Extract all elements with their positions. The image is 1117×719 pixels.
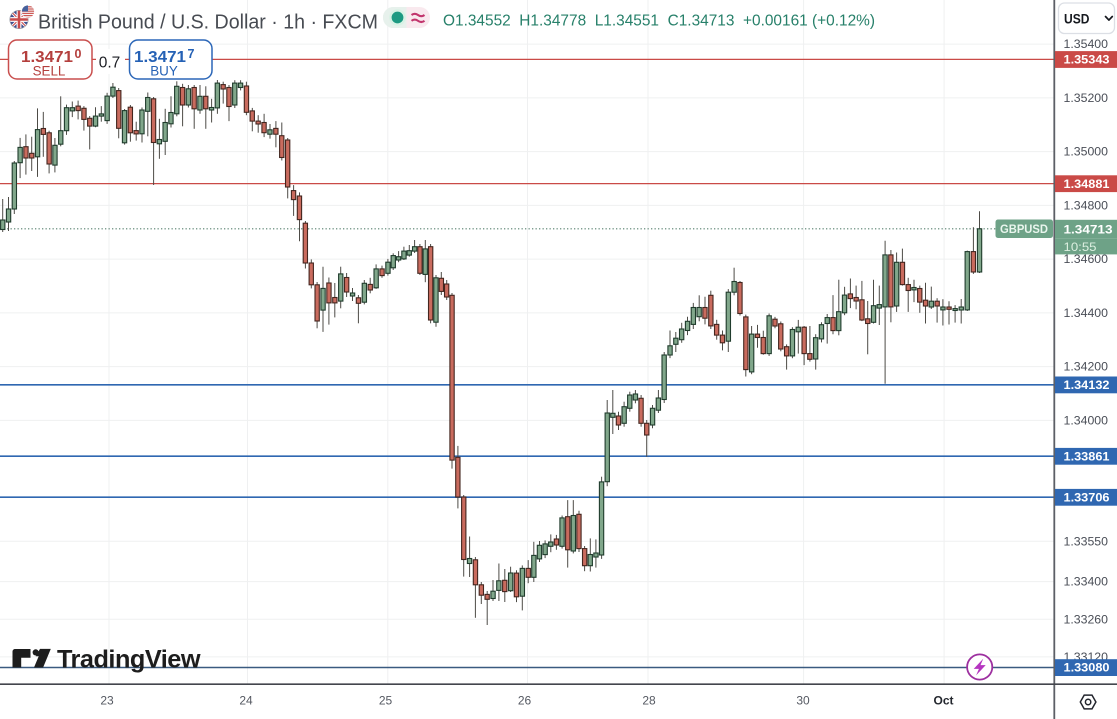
svg-text:0: 0 bbox=[75, 47, 82, 61]
svg-text:28: 28 bbox=[642, 694, 656, 708]
svg-text:BUY: BUY bbox=[150, 64, 178, 79]
svg-text:1.35200: 1.35200 bbox=[1064, 91, 1109, 105]
svg-text:7: 7 bbox=[188, 47, 195, 61]
svg-text:TradingView: TradingView bbox=[57, 645, 201, 673]
svg-text:SELL: SELL bbox=[33, 64, 66, 79]
svg-text:1.33400: 1.33400 bbox=[1064, 575, 1109, 589]
svg-text:0.7: 0.7 bbox=[99, 55, 121, 72]
svg-text:1.33080: 1.33080 bbox=[1064, 663, 1110, 675]
svg-text:1.34713: 1.34713 bbox=[1064, 222, 1113, 236]
svg-text:1.34400: 1.34400 bbox=[1064, 306, 1109, 320]
svg-text:1.34600: 1.34600 bbox=[1064, 252, 1109, 266]
svg-text:24: 24 bbox=[239, 694, 253, 708]
svg-text:1.33861: 1.33861 bbox=[1064, 451, 1111, 463]
svg-text:1.3471: 1.3471 bbox=[21, 49, 73, 66]
svg-text:1.35000: 1.35000 bbox=[1064, 145, 1109, 159]
svg-text:1.34800: 1.34800 bbox=[1064, 199, 1109, 213]
svg-text:1.34881: 1.34881 bbox=[1064, 179, 1111, 191]
svg-text:Oct: Oct bbox=[933, 694, 953, 708]
svg-text:25: 25 bbox=[379, 694, 393, 708]
svg-text:British Pound / U.S. Dollar ·: British Pound / U.S. Dollar · 1h · FXCM bbox=[38, 12, 378, 34]
svg-text:GBPUSD: GBPUSD bbox=[1000, 224, 1048, 236]
svg-text:1.33550: 1.33550 bbox=[1064, 534, 1109, 548]
svg-text:1.34200: 1.34200 bbox=[1064, 360, 1109, 374]
svg-text:1.33706: 1.33706 bbox=[1064, 492, 1110, 504]
svg-text:USD: USD bbox=[1064, 11, 1090, 26]
svg-text:26: 26 bbox=[518, 694, 532, 708]
svg-text:1.33260: 1.33260 bbox=[1064, 612, 1109, 626]
svg-text:23: 23 bbox=[100, 694, 114, 708]
svg-text:1.35400: 1.35400 bbox=[1064, 37, 1109, 51]
svg-text:O1.34552 H1.34778 L1.34551: O1.34552 H1.34778 L1.34551 C1.34713 +0.0… bbox=[443, 12, 875, 29]
svg-text:1.35343: 1.35343 bbox=[1064, 55, 1110, 67]
svg-text:30: 30 bbox=[796, 694, 810, 708]
svg-text:10:55: 10:55 bbox=[1064, 240, 1097, 254]
svg-text:1.3471: 1.3471 bbox=[134, 49, 186, 66]
svg-text:1.34132: 1.34132 bbox=[1064, 380, 1110, 392]
svg-text:1.34000: 1.34000 bbox=[1064, 414, 1109, 428]
